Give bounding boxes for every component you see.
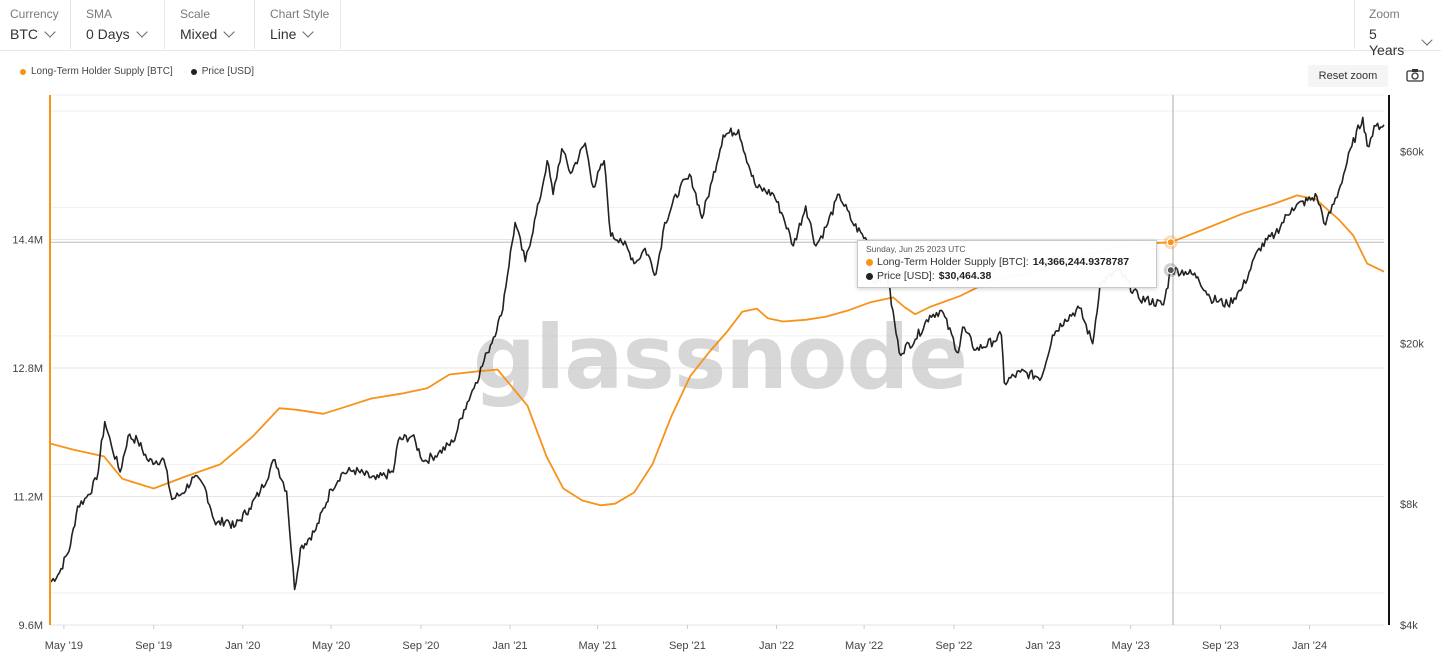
scale-label: Scale [180, 7, 211, 21]
x-tick-label: Jan '22 [759, 640, 794, 652]
legend-item-supply[interactable]: Long-Term Holder Supply [BTC] [20, 66, 173, 77]
chart-legend: Long-Term Holder Supply [BTC] Price [USD… [20, 66, 254, 77]
zoom-label: Zoom [1369, 7, 1400, 21]
tooltip-date: Sunday, Jun 25 2023 UTC [866, 244, 966, 254]
reset-zoom-button[interactable]: Reset zoom [1308, 65, 1388, 87]
currency-dropdown[interactable]: Currency BTC [0, 0, 71, 49]
legend-label-supply: Long-Term Holder Supply [BTC] [31, 66, 173, 77]
x-tick-label: May '19 [45, 640, 83, 652]
zoom-value: 5 Years [1369, 26, 1405, 58]
scale-dropdown[interactable]: Scale Mixed [165, 0, 255, 49]
x-tick-label: Jan '21 [492, 640, 527, 652]
chart-tooltip: Sunday, Jun 25 2023 UTC Long-Term Holder… [857, 240, 1157, 288]
x-tick-label: May '22 [845, 640, 883, 652]
y-left-tick-label: 12.8M [12, 363, 43, 375]
sma-label: SMA [86, 7, 113, 21]
y-left-tick-label: 9.6M [19, 620, 43, 632]
legend-label-price: Price [USD] [201, 66, 254, 77]
camera-icon[interactable] [1406, 68, 1424, 82]
x-tick-label: Sep '20 [402, 640, 439, 652]
tooltip-row-supply: Long-Term Holder Supply [BTC]: 14,366,24… [866, 256, 1148, 268]
series-line-price [49, 116, 1385, 591]
y-right-tick-label: $4k [1400, 620, 1418, 632]
x-tick-label: May '20 [312, 640, 350, 652]
marker-point-supply [1166, 238, 1175, 247]
tooltip-price-label: Price [USD]: [877, 270, 935, 282]
x-tick-label: Jan '24 [1292, 640, 1327, 652]
tooltip-price-value: $30,464.38 [938, 270, 992, 282]
tooltip-supply-value: 14,366,244.9378787 [1032, 256, 1130, 268]
x-tick-label: Jan '20 [225, 640, 260, 652]
legend-dot-price [190, 68, 197, 75]
tooltip-supply-label: Long-Term Holder Supply [BTC]: [877, 256, 1029, 268]
legend-item-price[interactable]: Price [USD] [190, 66, 254, 77]
chart-toolbar: Currency BTC SMA 0 Days Scale Mixed Char… [0, 0, 1441, 58]
y-right-tick-label: $60k [1400, 147, 1424, 159]
legend-dot-supply [20, 68, 26, 75]
sma-value: 0 Days [86, 26, 130, 42]
marker-point-price [1166, 266, 1175, 275]
tooltip-row-price: Price [USD]: $30,464.38 [866, 270, 1148, 282]
chart-style-dropdown[interactable]: Chart Style Line [255, 0, 341, 49]
x-tick-label: Sep '23 [1202, 640, 1239, 652]
chart-axes: 9.6M 11.2M 12.8M 14.4M $4k $8k $20k $60k May '19… [12, 95, 1424, 652]
y-left-tick-label: 11.2M [13, 492, 43, 504]
chart-style-label: Chart Style [270, 7, 330, 21]
tooltip-dot-supply [866, 258, 873, 266]
chart-gridlines [50, 94, 1384, 626]
x-tick-label: May '21 [579, 640, 617, 652]
x-tick-label: May '23 [1112, 640, 1150, 652]
crosshair-markers [1163, 235, 1178, 278]
x-tick-label: Sep '21 [669, 640, 706, 652]
sma-dropdown[interactable]: SMA 0 Days [71, 0, 165, 49]
x-tick-label: Sep '22 [935, 640, 972, 652]
chart-style-value: Line [270, 26, 297, 42]
scale-value: Mixed [180, 26, 218, 42]
y-right-tick-label: $20k [1400, 339, 1424, 351]
x-tick-label: Sep '19 [135, 640, 172, 652]
tooltip-dot-price [866, 272, 873, 280]
watermark: glassnode [473, 306, 967, 409]
currency-label: Currency [10, 7, 59, 21]
zoom-dropdown[interactable]: Zoom 5 Years [1354, 0, 1441, 58]
x-tick-label: Jan '23 [1025, 640, 1060, 652]
currency-value: BTC [10, 26, 38, 42]
y-left-tick-label: 14.4M [12, 235, 43, 247]
y-right-tick-label: $8k [1400, 499, 1418, 511]
